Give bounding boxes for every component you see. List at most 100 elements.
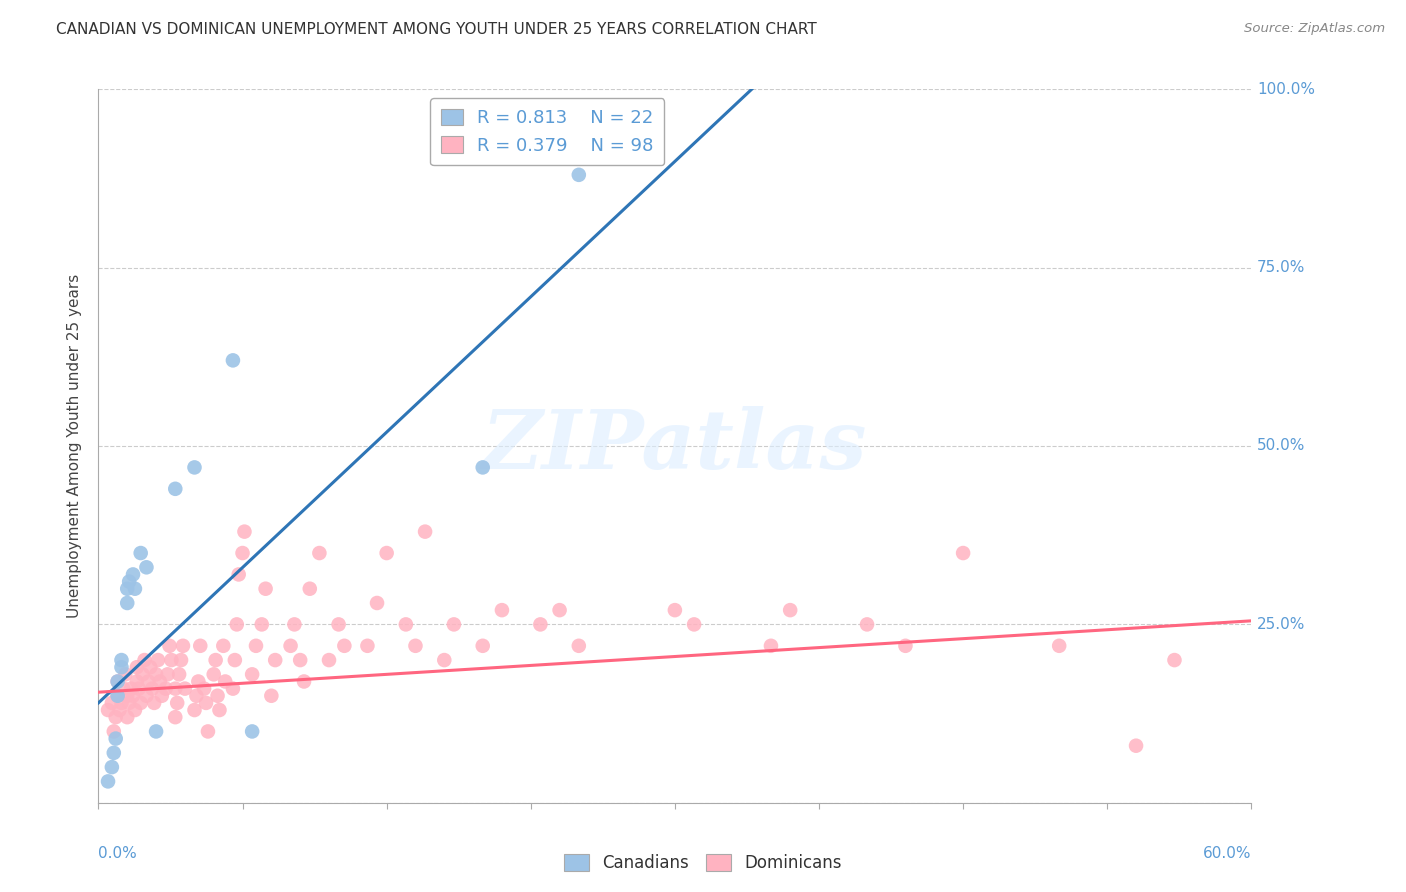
Point <box>471 639 494 653</box>
Point <box>122 689 145 703</box>
Point <box>225 617 247 632</box>
Point <box>328 617 350 632</box>
Point <box>290 653 312 667</box>
Point <box>172 639 194 653</box>
Point <box>264 653 287 667</box>
Point <box>166 696 188 710</box>
Point <box>103 724 125 739</box>
Point <box>110 660 132 674</box>
Point <box>471 460 494 475</box>
Point <box>167 667 190 681</box>
Point <box>308 546 330 560</box>
Point <box>107 689 129 703</box>
Point <box>159 639 181 653</box>
Point <box>165 710 187 724</box>
Point <box>207 689 229 703</box>
Point <box>254 582 277 596</box>
Point <box>188 639 211 653</box>
Point <box>107 689 129 703</box>
Point <box>183 460 205 475</box>
Point <box>101 696 124 710</box>
Point <box>260 689 283 703</box>
Point <box>117 582 138 596</box>
Text: 25.0%: 25.0% <box>1257 617 1306 632</box>
Point <box>165 681 187 696</box>
Point <box>120 681 142 696</box>
Point <box>138 674 160 689</box>
Point <box>107 674 129 689</box>
Point <box>366 596 388 610</box>
Point <box>222 681 245 696</box>
Point <box>548 603 571 617</box>
Point <box>135 689 157 703</box>
Point <box>187 674 209 689</box>
Point <box>108 703 131 717</box>
Point <box>894 639 917 653</box>
Point <box>283 617 305 632</box>
Point <box>1163 653 1185 667</box>
Point <box>683 617 706 632</box>
Point <box>224 653 246 667</box>
Point <box>212 639 235 653</box>
Point <box>97 703 120 717</box>
Point <box>204 653 226 667</box>
Point <box>149 674 172 689</box>
Point <box>125 674 148 689</box>
Point <box>165 482 187 496</box>
Point <box>124 703 146 717</box>
Text: 0.0%: 0.0% <box>98 846 138 861</box>
Point <box>952 546 974 560</box>
Point <box>356 639 378 653</box>
Point <box>117 689 138 703</box>
Point <box>491 603 513 617</box>
Point <box>245 639 267 653</box>
Legend: R = 0.813    N = 22, R = 0.379    N = 98: R = 0.813 N = 22, R = 0.379 N = 98 <box>430 98 665 165</box>
Point <box>228 567 250 582</box>
Point <box>318 653 340 667</box>
Point <box>170 653 193 667</box>
Point <box>568 168 591 182</box>
Point <box>664 603 686 617</box>
Point <box>433 653 456 667</box>
Point <box>129 696 152 710</box>
Text: 100.0%: 100.0% <box>1257 82 1315 96</box>
Point <box>104 731 127 746</box>
Point <box>139 660 162 674</box>
Point <box>405 639 427 653</box>
Point <box>443 617 465 632</box>
Text: 60.0%: 60.0% <box>1204 846 1251 861</box>
Point <box>124 582 146 596</box>
Text: 50.0%: 50.0% <box>1257 439 1306 453</box>
Point <box>146 653 169 667</box>
Point <box>125 660 148 674</box>
Point <box>298 582 321 596</box>
Point <box>240 724 263 739</box>
Point <box>231 546 254 560</box>
Point <box>280 639 302 653</box>
Point <box>193 681 215 696</box>
Point <box>110 696 132 710</box>
Point <box>856 617 879 632</box>
Y-axis label: Unemployment Among Youth under 25 years: Unemployment Among Youth under 25 years <box>67 274 83 618</box>
Point <box>233 524 256 539</box>
Legend: Canadians, Dominicans: Canadians, Dominicans <box>558 847 848 879</box>
Point <box>174 681 197 696</box>
Point <box>134 653 156 667</box>
Point <box>97 774 120 789</box>
Point <box>128 681 150 696</box>
Point <box>117 596 138 610</box>
Point <box>222 353 245 368</box>
Point <box>208 703 231 717</box>
Point <box>141 681 163 696</box>
Point <box>135 560 157 574</box>
Point <box>183 703 205 717</box>
Point <box>143 696 166 710</box>
Point <box>118 574 141 589</box>
Point <box>101 760 124 774</box>
Point <box>292 674 315 689</box>
Point <box>375 546 398 560</box>
Point <box>197 724 219 739</box>
Point <box>395 617 418 632</box>
Point <box>186 689 208 703</box>
Point <box>118 696 141 710</box>
